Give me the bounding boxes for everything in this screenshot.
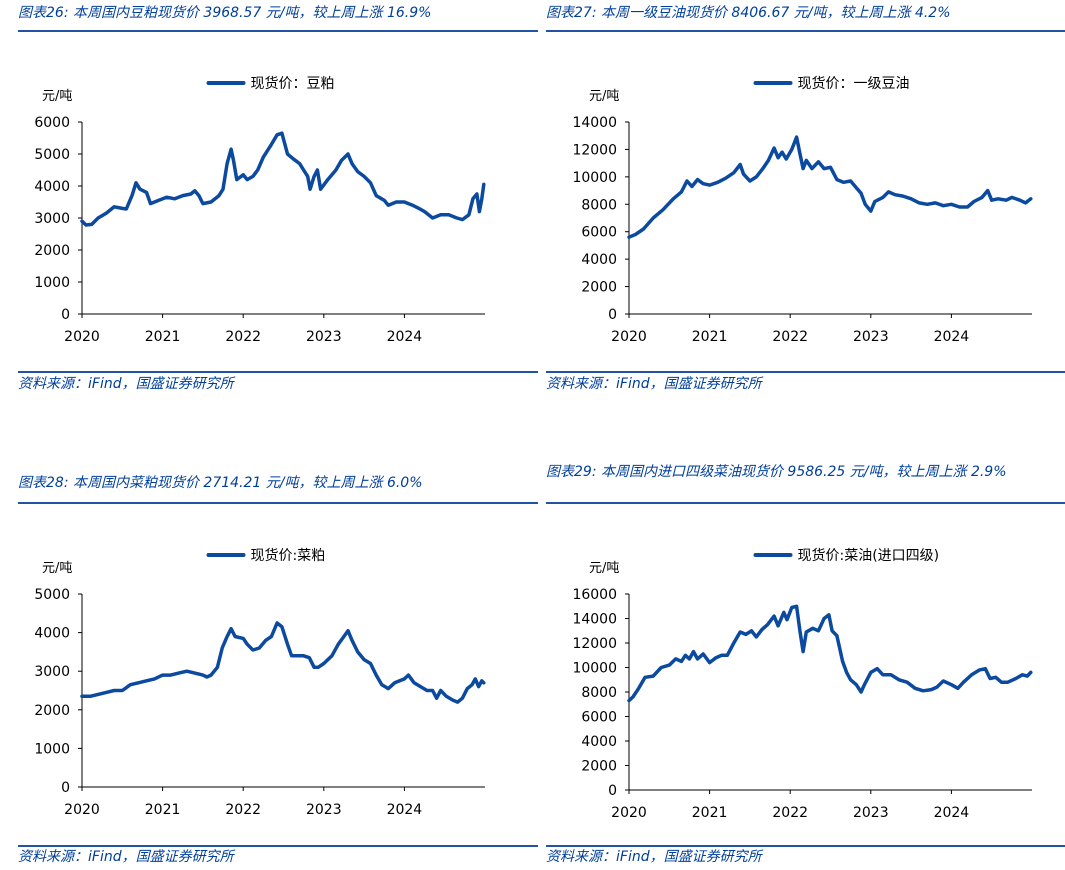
y-tick-label: 8000	[581, 685, 617, 701]
source-note: 资料来源：iFind，国盛证券研究所	[18, 376, 234, 392]
y-tick-label: 3000	[34, 211, 70, 227]
y-tick-label: 4000	[581, 734, 617, 750]
y-tick-label: 10000	[572, 661, 617, 677]
series-line	[627, 135, 1033, 239]
x-tick-label: 2022	[772, 805, 808, 821]
y-tick-label: 4000	[34, 626, 70, 642]
legend-label: 现货价：豆粕	[251, 75, 335, 92]
x-tick-label: 2020	[611, 329, 647, 345]
source-rule	[18, 371, 538, 373]
y-tick-label: 8000	[581, 197, 617, 213]
y-tick-label: 2000	[581, 759, 617, 775]
y-unit-label: 元/吨	[42, 89, 72, 104]
x-tick-label: 2021	[145, 329, 181, 345]
y-tick-label: 12000	[572, 636, 617, 652]
y-tick-label: 1000	[34, 741, 70, 757]
x-tick-label: 2020	[64, 802, 100, 818]
figure-title: 图表26: 本周国内豆粕现货价 3968.57 元/吨，较上周上涨 16.9%	[18, 5, 432, 21]
y-tick-label: 2000	[34, 243, 70, 259]
source-rule	[18, 845, 538, 847]
line-chart: 现货价:菜油(进口四级) 元/吨 0 2000 4000 6000 8000 10000 120…	[572, 547, 1033, 821]
y-tick-label: 16000	[572, 587, 617, 603]
figure-title: 图表27: 本周一级豆油现货价 8406.67 元/吨，较上周上涨 4.2%	[546, 5, 951, 21]
source-rule	[546, 371, 1065, 373]
x-tick-label: 2022	[772, 329, 808, 345]
series-line	[627, 604, 1033, 703]
y-tick-label: 4000	[34, 179, 70, 195]
source-note: 资料来源：iFind，国盛证券研究所	[18, 849, 234, 865]
title-rule	[18, 30, 538, 32]
legend: 现货价：豆粕	[206, 75, 335, 92]
x-tick-label: 2023	[853, 805, 889, 821]
y-tick-label: 12000	[572, 142, 617, 158]
x-tick-label: 2023	[306, 329, 342, 345]
y-tick-label: 0	[61, 307, 70, 323]
legend: 现货价：一级豆油	[753, 75, 910, 92]
y-tick-label: 5000	[34, 147, 70, 163]
y-tick-label: 14000	[572, 115, 617, 131]
x-tick-label: 2024	[387, 329, 423, 345]
y-tick-label: 6000	[581, 225, 617, 241]
title-rule	[546, 30, 1065, 32]
y-tick-label: 0	[608, 307, 617, 323]
x-tick-label: 2020	[611, 805, 647, 821]
title-rule	[546, 502, 1065, 504]
title-rule	[18, 502, 538, 504]
figure-title: 图表28: 本周国内菜粕现货价 2714.21 元/吨，较上周上涨 6.0%	[18, 475, 423, 491]
y-tick-label: 0	[61, 780, 70, 796]
x-tick-label: 2020	[64, 329, 100, 345]
line-chart: 现货价：豆粕元/吨 0 1000 2000 3000 4000 5000 6000 2020 20…	[34, 75, 486, 345]
legend: 现货价:菜油(进口四级)	[753, 547, 940, 564]
x-tick-label: 2024	[934, 329, 970, 345]
x-tick-label: 2021	[692, 805, 728, 821]
y-unit-label: 元/吨	[589, 89, 619, 104]
series-line	[80, 621, 486, 704]
y-tick-label: 6000	[34, 115, 70, 131]
y-tick-label: 0	[608, 783, 617, 799]
x-tick-label: 2021	[692, 329, 728, 345]
y-tick-label: 14000	[572, 612, 617, 628]
y-tick-label: 4000	[581, 252, 617, 268]
x-tick-label: 2022	[225, 802, 261, 818]
legend-label: 现货价：一级豆油	[798, 75, 910, 92]
y-tick-label: 5000	[34, 587, 70, 603]
legend-label: 现货价:菜粕	[251, 547, 326, 564]
line-chart: 现货价:菜粕元/吨 0 1000 2000 3000 4000 5000 2020 2021 20…	[34, 547, 486, 818]
x-tick-label: 2023	[306, 802, 342, 818]
y-tick-label: 10000	[572, 170, 617, 186]
y-tick-label: 2000	[34, 703, 70, 719]
y-unit-label: 元/吨	[42, 561, 72, 576]
y-tick-label: 1000	[34, 275, 70, 291]
source-rule	[546, 845, 1065, 847]
series-line	[80, 131, 486, 227]
y-tick-label: 6000	[581, 710, 617, 726]
source-note: 资料来源：iFind，国盛证券研究所	[546, 376, 762, 392]
y-unit-label: 元/吨	[589, 561, 619, 576]
legend: 现货价:菜粕	[206, 547, 326, 564]
x-tick-label: 2024	[387, 802, 423, 818]
legend-label: 现货价:菜油(进口四级)	[798, 547, 940, 564]
x-tick-label: 2023	[853, 329, 889, 345]
figure-title: 图表29: 本周国内进口四级菜油现货价 9586.25 元/吨，较上周上涨 2.…	[546, 464, 1007, 480]
source-note: 资料来源：iFind，国盛证券研究所	[546, 849, 762, 865]
x-tick-label: 2024	[934, 805, 970, 821]
y-tick-label: 2000	[581, 280, 617, 296]
x-tick-label: 2022	[225, 329, 261, 345]
x-tick-label: 2021	[145, 802, 181, 818]
y-tick-label: 3000	[34, 664, 70, 680]
